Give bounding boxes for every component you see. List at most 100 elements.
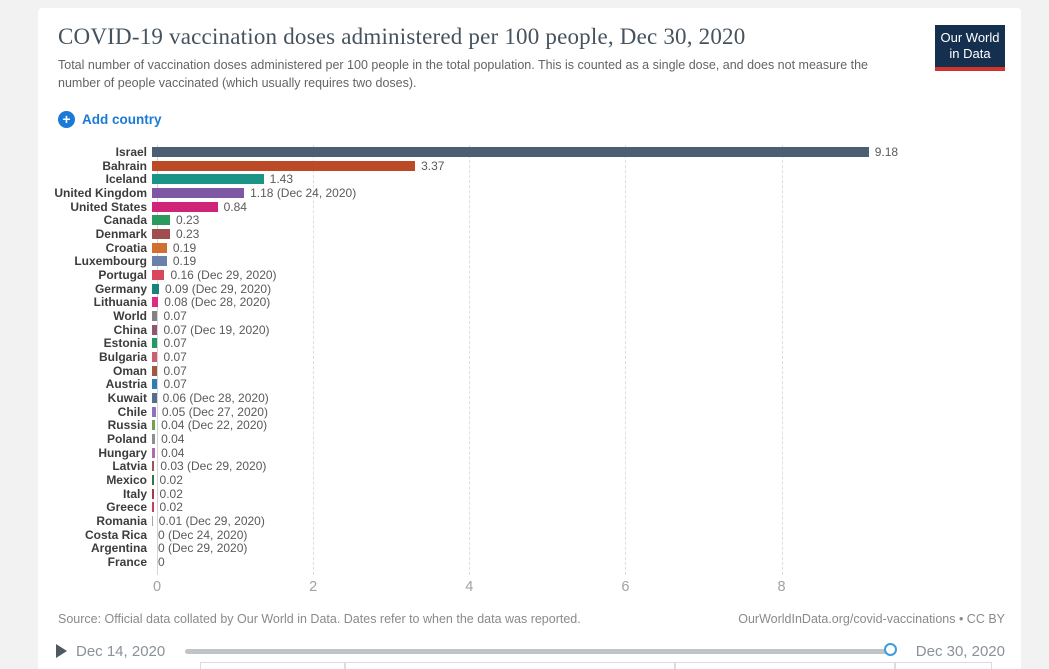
bar-row[interactable]: Greece 0.02 (38, 500, 1021, 514)
bar-row[interactable]: Croatia 0.19 (38, 241, 1021, 255)
country-label[interactable]: Luxembourg (74, 254, 147, 269)
bar[interactable] (152, 461, 155, 472)
bar-row[interactable]: Costa Rica 0 (Dec 24, 2020) (38, 528, 1021, 542)
country-label[interactable]: Denmark (95, 226, 147, 241)
bar[interactable] (152, 242, 167, 253)
country-label[interactable]: Latvia (112, 459, 147, 474)
country-label[interactable]: Bulgaria (98, 349, 147, 364)
bar-row[interactable]: Argentina 0 (Dec 29, 2020) (38, 541, 1021, 555)
bar-row[interactable]: Bulgaria 0.07 (38, 350, 1021, 364)
country-label[interactable]: Estonia (103, 336, 147, 351)
country-label[interactable]: Mexico (106, 472, 147, 487)
bar-row[interactable]: United States 0.84 (38, 200, 1021, 214)
bar-row[interactable]: Mexico 0.02 (38, 473, 1021, 487)
country-label[interactable]: Austria (105, 377, 147, 392)
bar-row[interactable]: Israel 9.18 (38, 145, 1021, 159)
bar-row[interactable]: Estonia 0.07 (38, 336, 1021, 350)
bar[interactable] (152, 433, 156, 444)
country-label[interactable]: United States (70, 199, 147, 214)
country-label[interactable]: Croatia (105, 240, 147, 255)
bar[interactable] (152, 256, 167, 267)
timeline-slider[interactable] (185, 642, 897, 656)
bar-row[interactable]: Iceland 1.43 (38, 172, 1021, 186)
bar-row[interactable]: Kuwait 0.06 (Dec 28, 2020) (38, 391, 1021, 405)
bar[interactable] (152, 365, 158, 376)
bar-row[interactable]: Latvia 0.03 (Dec 29, 2020) (38, 459, 1021, 473)
play-icon[interactable] (56, 644, 67, 658)
country-label[interactable]: Oman (112, 363, 147, 378)
bar[interactable] (152, 310, 158, 321)
bar-row[interactable]: Lithuania 0.08 (Dec 28, 2020) (38, 295, 1021, 309)
timeline-end-date[interactable]: Dec 30, 2020 (915, 642, 1005, 660)
country-label[interactable]: Bahrain (102, 158, 147, 173)
bar[interactable] (152, 146, 869, 157)
owid-logo[interactable]: Our World in Data (935, 25, 1005, 71)
country-label[interactable]: China (113, 322, 147, 337)
bar-row[interactable]: Poland 0.04 (38, 432, 1021, 446)
country-label[interactable]: Germany (94, 281, 147, 296)
country-label[interactable]: United Kingdom (54, 185, 147, 200)
bar[interactable] (152, 420, 156, 431)
tab-segment[interactable] (345, 662, 675, 669)
country-label[interactable]: Chile (117, 404, 147, 419)
bar-row[interactable]: Chile 0.05 (Dec 27, 2020) (38, 405, 1021, 419)
country-label[interactable]: Costa Rica (84, 527, 147, 542)
country-label[interactable]: Hungary (98, 445, 147, 460)
add-country-button[interactable]: + Add country (58, 110, 162, 128)
bar-row[interactable]: Romania 0.01 (Dec 29, 2020) (38, 514, 1021, 528)
bar-row[interactable]: Russia 0.04 (Dec 22, 2020) (38, 418, 1021, 432)
owid-link[interactable]: OurWorldInData.org/covid-vaccinations • … (738, 612, 1005, 626)
bar[interactable] (152, 351, 158, 362)
bar-row[interactable]: United Kingdom 1.18 (Dec 24, 2020) (38, 186, 1021, 200)
bar-row[interactable]: Germany 0.09 (Dec 29, 2020) (38, 282, 1021, 296)
country-label[interactable]: Lithuania (93, 295, 147, 310)
bar-row[interactable]: Italy 0.02 (38, 487, 1021, 501)
tab-segment[interactable] (675, 662, 895, 669)
country-label[interactable]: Canada (103, 213, 147, 228)
tab-segment[interactable] (200, 662, 345, 669)
bar-row[interactable]: China 0.07 (Dec 19, 2020) (38, 323, 1021, 337)
timeline-start-date[interactable]: Dec 14, 2020 (76, 642, 166, 660)
country-label[interactable]: World (113, 308, 147, 323)
bar[interactable] (152, 215, 170, 226)
timeline-handle[interactable] (883, 642, 897, 656)
bar[interactable] (152, 474, 154, 485)
bar-row[interactable]: Austria 0.07 (38, 377, 1021, 391)
bar-row[interactable]: World 0.07 (38, 309, 1021, 323)
country-label[interactable]: Poland (106, 431, 147, 446)
bar[interactable] (152, 324, 158, 335)
bar-row[interactable]: Hungary 0.04 (38, 446, 1021, 460)
bar[interactable] (152, 201, 218, 212)
bar[interactable] (152, 447, 156, 458)
bar[interactable] (152, 297, 159, 308)
bar[interactable] (152, 379, 158, 390)
country-label[interactable]: Kuwait (107, 390, 147, 405)
country-label[interactable]: Romania (96, 513, 147, 528)
bar-row[interactable]: Luxembourg 0.19 (38, 254, 1021, 268)
bar-row[interactable]: France 0 (38, 555, 1021, 569)
country-label[interactable]: Argentina (90, 541, 147, 556)
tab-segment[interactable] (895, 662, 992, 669)
bar[interactable] (152, 228, 170, 239)
country-label[interactable]: Greece (106, 500, 147, 515)
bar[interactable] (152, 338, 158, 349)
bar[interactable] (152, 392, 157, 403)
bar[interactable] (152, 515, 153, 526)
bar-row[interactable]: Oman 0.07 (38, 364, 1021, 378)
bar[interactable] (152, 187, 245, 198)
bar-row[interactable]: Denmark 0.23 (38, 227, 1021, 241)
country-label[interactable]: Iceland (105, 172, 147, 187)
bar[interactable] (152, 488, 154, 499)
country-label[interactable]: France (107, 555, 147, 569)
bar[interactable] (152, 406, 156, 417)
country-label[interactable]: Russia (107, 418, 147, 433)
country-label[interactable]: Italy (122, 486, 147, 501)
bar-row[interactable]: Bahrain 3.37 (38, 159, 1021, 173)
bar[interactable] (152, 502, 154, 513)
bar[interactable] (152, 269, 165, 280)
country-label[interactable]: Portugal (98, 267, 147, 282)
bar-row[interactable]: Canada 0.23 (38, 213, 1021, 227)
bar[interactable] (152, 283, 160, 294)
country-label[interactable]: Israel (115, 144, 147, 159)
bar[interactable] (152, 160, 416, 171)
